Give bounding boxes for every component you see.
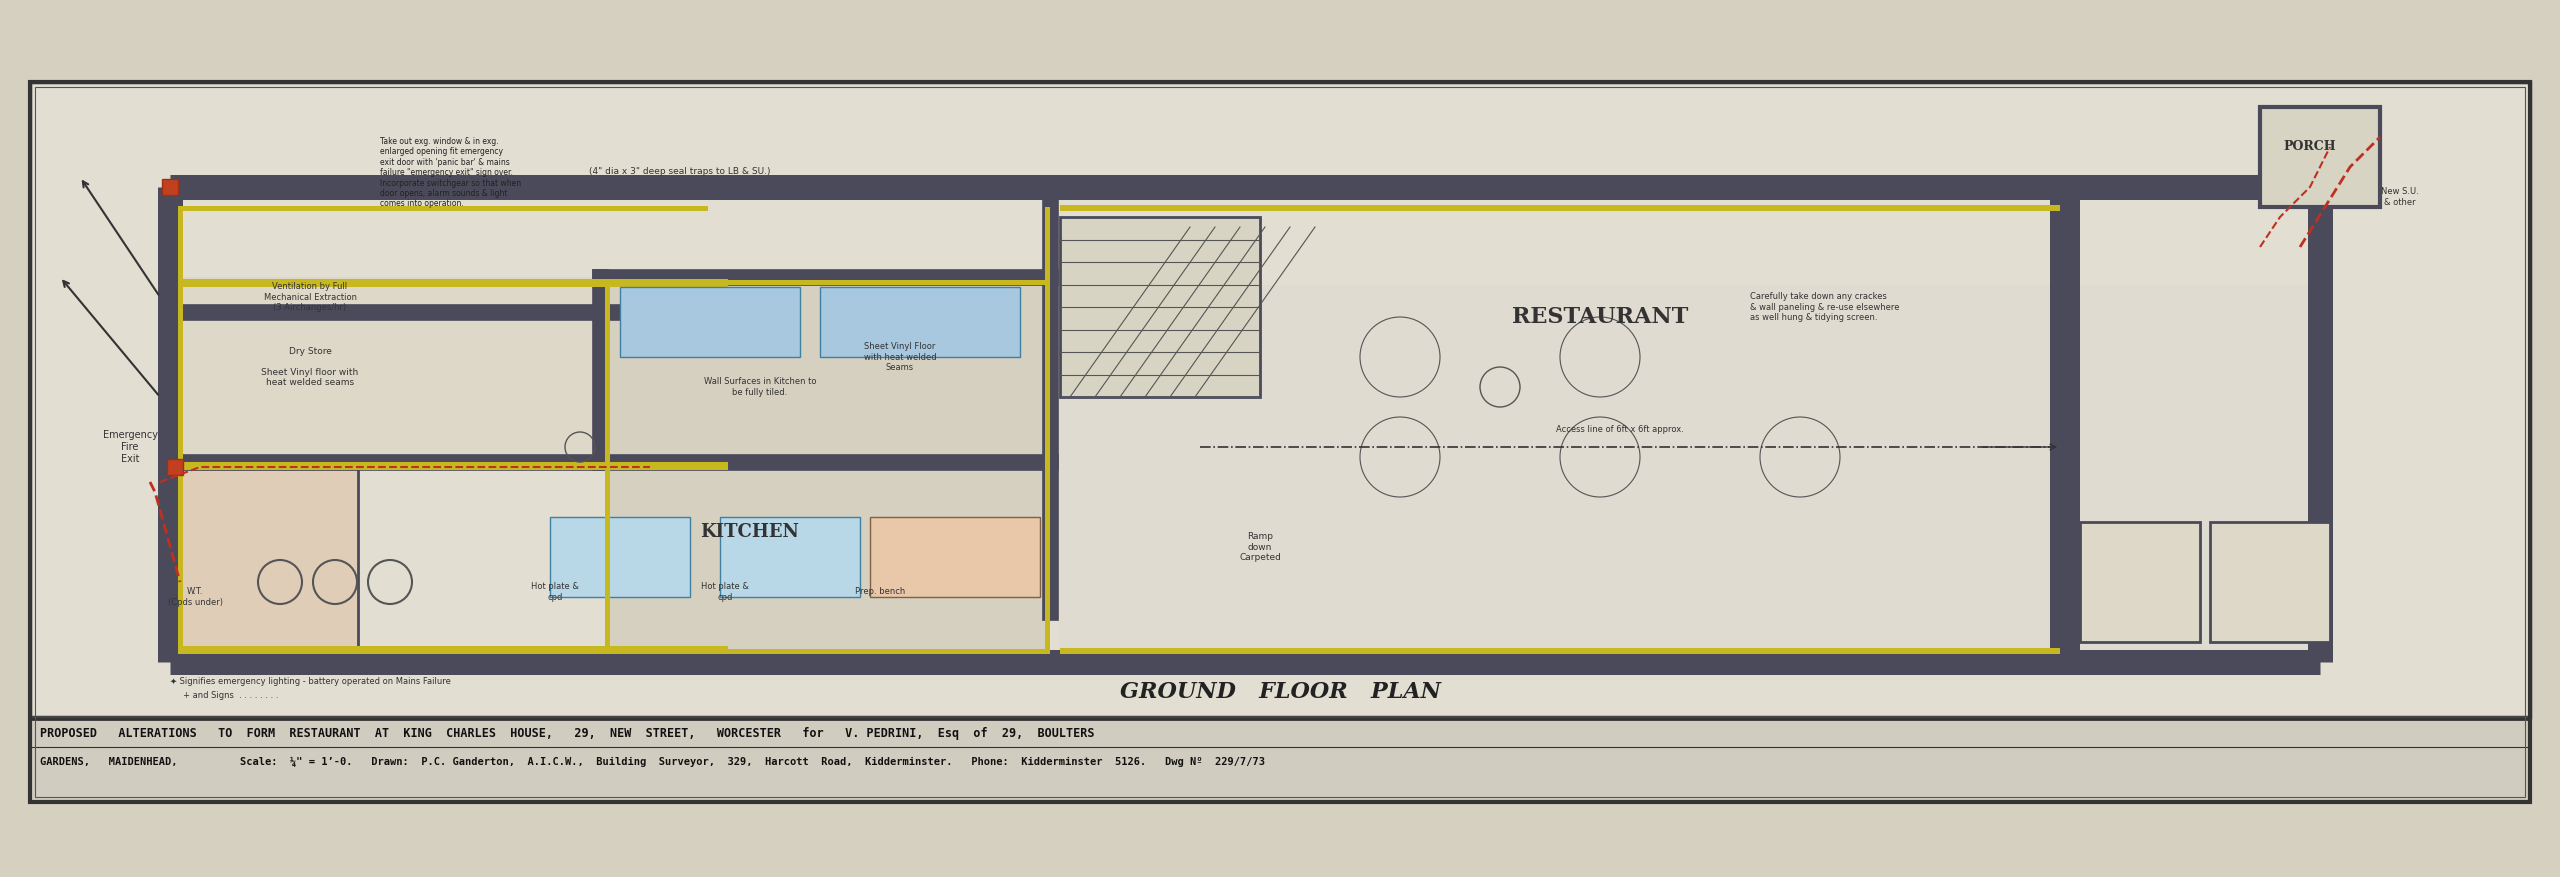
Text: GROUND   FLOOR   PLAN: GROUND FLOOR PLAN <box>1119 681 1441 703</box>
Text: Emergency
Fire
Exit: Emergency Fire Exit <box>102 431 159 464</box>
Bar <box>604 649 1044 654</box>
Bar <box>31 717 2529 802</box>
Text: RESTAURANT: RESTAURANT <box>1513 306 1687 328</box>
Text: Carefully take down any crackes
& wall paneling & re-use elsewhere
as well hung : Carefully take down any crackes & wall p… <box>1751 292 1900 322</box>
Text: Wall Surfaces in Kitchen to
be fully tiled.: Wall Surfaces in Kitchen to be fully til… <box>704 377 817 396</box>
Text: PROPOSED   ALTERATIONS   TO  FORM  RESTAURANT  AT  KING  CHARLES  HOUSE,   29,  : PROPOSED ALTERATIONS TO FORM RESTAURANT … <box>41 728 1096 740</box>
Bar <box>179 462 727 470</box>
Bar <box>2209 522 2330 642</box>
Text: Dry Store

Sheet Vinyl floor with
heat welded seams: Dry Store Sheet Vinyl floor with heat we… <box>261 347 358 387</box>
Bar <box>179 279 727 287</box>
Bar <box>1060 648 2061 654</box>
Bar <box>179 206 709 211</box>
Text: Ventilation by Full
Mechanical Extraction
(3 Airchanges/hr): Ventilation by Full Mechanical Extractio… <box>264 282 356 312</box>
Bar <box>179 469 358 654</box>
Bar <box>719 517 860 597</box>
Bar <box>604 285 609 654</box>
Text: Hot plate &
cpd: Hot plate & cpd <box>530 582 579 602</box>
Bar <box>161 179 179 195</box>
Bar <box>1060 205 2061 211</box>
Text: Prep. bench: Prep. bench <box>855 588 906 596</box>
Bar <box>1044 207 1050 654</box>
Bar <box>31 82 2529 802</box>
Bar <box>166 459 182 475</box>
Bar <box>870 517 1039 597</box>
Text: W.T.
(Cpds under): W.T. (Cpds under) <box>166 588 223 607</box>
Bar <box>604 280 1044 285</box>
Text: Sheet Vinyl Floor
with heat welded
Seams: Sheet Vinyl Floor with heat welded Seams <box>863 342 937 372</box>
Bar <box>2051 197 2079 662</box>
Text: Access line of 6ft x 6ft approx.: Access line of 6ft x 6ft approx. <box>1556 425 1684 434</box>
Bar <box>179 207 182 654</box>
Bar <box>1060 217 1260 397</box>
Bar <box>179 646 727 654</box>
Bar <box>31 82 2529 802</box>
Text: PORCH: PORCH <box>2284 140 2337 153</box>
Bar <box>179 277 609 454</box>
Bar <box>2260 107 2381 207</box>
Text: ✦ Signifies emergency lighting - battery operated on Mains Failure: ✦ Signifies emergency lighting - battery… <box>169 678 451 687</box>
Text: Take out exg. window & in exg.
enlarged opening fit emergency
exit door with 'pa: Take out exg. window & in exg. enlarged … <box>379 137 522 209</box>
Bar <box>1057 285 2312 654</box>
Bar <box>819 287 1019 357</box>
Bar <box>2079 522 2199 642</box>
Bar <box>620 287 799 357</box>
Text: KITCHEN: KITCHEN <box>701 523 799 541</box>
Text: GARDENS,   MAIDENHEAD,          Scale:  ¼" = 1’-0.   Drawn:  P.C. Ganderton,  A.: GARDENS, MAIDENHEAD, Scale: ¼" = 1’-0. D… <box>41 757 1265 767</box>
Bar <box>179 462 709 467</box>
Text: Hot plate &
cpd: Hot plate & cpd <box>701 582 750 602</box>
Text: New S.U.
& other: New S.U. & other <box>2381 188 2419 207</box>
Text: (4" dia x 3" deep seal traps to LB & SU.): (4" dia x 3" deep seal traps to LB & SU.… <box>589 168 771 176</box>
Text: Ramp
down
Carpeted: Ramp down Carpeted <box>1239 532 1280 562</box>
Bar <box>31 82 2529 717</box>
Text: + and Signs  . . . . . . . .: + and Signs . . . . . . . . <box>169 690 279 700</box>
Bar <box>36 87 2524 797</box>
Bar <box>550 517 691 597</box>
Bar <box>604 285 1044 654</box>
Bar <box>179 649 709 654</box>
